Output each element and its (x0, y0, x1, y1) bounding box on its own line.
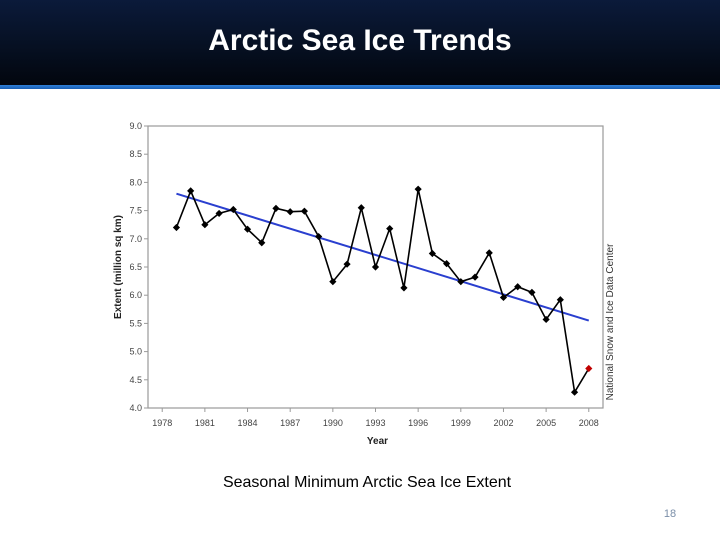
data-point (400, 284, 408, 292)
slide-title: Arctic Sea Ice Trends (208, 24, 512, 57)
data-point (272, 204, 280, 212)
highlight-point (585, 364, 593, 373)
y-tick-label: 4.5 (129, 375, 142, 385)
data-point (329, 278, 337, 286)
y-tick-label: 8.0 (129, 177, 142, 187)
data-point (442, 260, 451, 268)
header-divider (0, 85, 720, 89)
data-point (229, 205, 237, 214)
y-tick-label: 5.0 (129, 347, 142, 357)
data-point (570, 388, 579, 396)
y-tick-label: 7.0 (129, 234, 142, 244)
data-point (243, 225, 252, 233)
data-point (485, 249, 493, 257)
data-point (528, 288, 536, 296)
slide-header: Arctic Sea Ice Trends (0, 0, 720, 85)
data-point (371, 263, 380, 271)
data-point (514, 283, 522, 291)
data-point (499, 293, 508, 302)
x-axis-label: Year (367, 436, 388, 447)
y-tick-label: 9.0 (129, 121, 142, 131)
y-tick-label: 4.0 (129, 403, 142, 413)
data-point (414, 185, 422, 193)
x-tick-label: 1993 (365, 418, 385, 428)
data-point (357, 204, 365, 212)
data-point (542, 315, 550, 324)
x-tick-label: 1978 (152, 418, 172, 428)
y-tick-label: 7.5 (129, 206, 142, 216)
x-tick-label: 1990 (323, 418, 343, 428)
data-point (300, 207, 309, 215)
data-point (428, 249, 436, 258)
data-point (187, 187, 195, 195)
chart-caption: Seasonal Minimum Arctic Sea Ice Extent (222, 474, 512, 491)
x-tick-label: 2005 (536, 418, 556, 428)
data-point (315, 232, 323, 241)
source-label: National Snow and Ice Data Center (605, 243, 616, 400)
x-tick-label: 2008 (579, 418, 599, 428)
data-point (215, 209, 223, 218)
data-point (286, 208, 294, 216)
data-point (556, 296, 564, 304)
trend-line (176, 192, 590, 322)
y-axis-label: Extent (million sq km) (113, 215, 124, 319)
data-point (201, 221, 209, 229)
data-point (457, 278, 465, 286)
data-point (172, 223, 181, 232)
x-tick-label: 1996 (408, 418, 428, 428)
x-tick-label: 1999 (451, 418, 471, 428)
x-tick-label: 1987 (280, 418, 300, 428)
x-tick-label: 2002 (493, 418, 513, 428)
y-tick-label: 8.5 (129, 149, 142, 159)
data-point (471, 273, 479, 281)
data-point (343, 260, 351, 268)
y-tick-label: 6.0 (129, 290, 142, 300)
x-tick-label: 1984 (238, 418, 258, 428)
page-number: 18 (663, 508, 677, 520)
y-tick-label: 6.5 (129, 262, 142, 272)
data-point (258, 239, 266, 247)
x-tick-label: 1981 (195, 418, 215, 428)
y-tick-label: 5.5 (129, 318, 142, 328)
data-point (386, 225, 394, 233)
